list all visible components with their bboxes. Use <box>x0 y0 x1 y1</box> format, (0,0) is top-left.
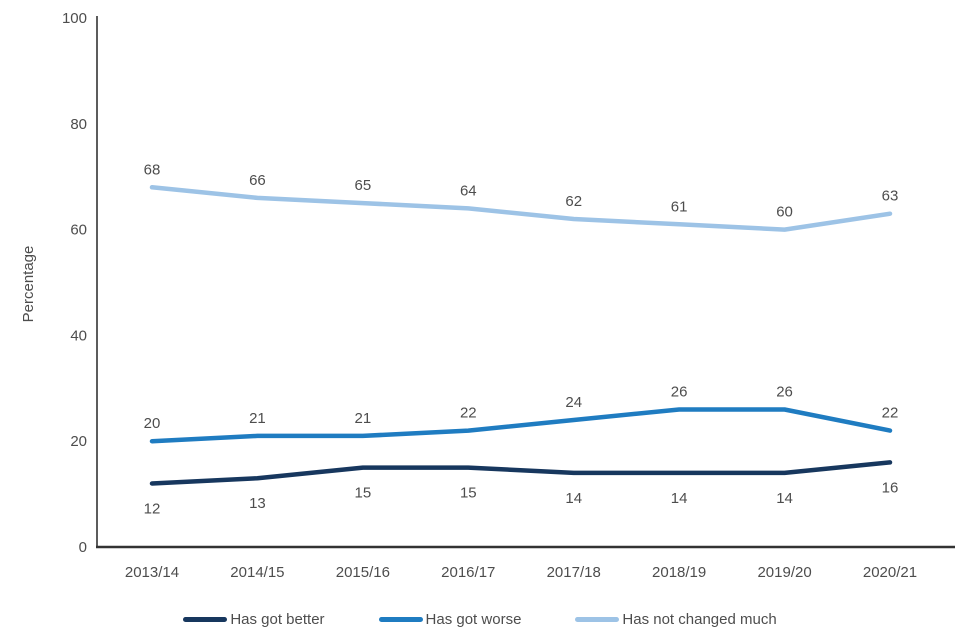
legend-item-has-not-changed-much: Has not changed much <box>575 611 777 628</box>
data-label: 13 <box>249 495 266 512</box>
data-label: 22 <box>882 405 899 422</box>
data-label: 26 <box>776 383 793 400</box>
data-label: 62 <box>565 193 582 210</box>
x-tick-label: 2015/16 <box>336 564 390 581</box>
legend-item-has-got-better: Has got better <box>183 611 325 628</box>
data-label: 14 <box>671 490 688 507</box>
data-label: 60 <box>776 204 793 221</box>
chart-plot-area: 0 20 40 60 80 100 Percentage 2013/14 2014/15 2015… <box>20 10 955 581</box>
data-label: 24 <box>565 394 582 411</box>
data-label: 64 <box>460 182 477 199</box>
data-label: 26 <box>671 383 688 400</box>
data-label: 14 <box>776 490 793 507</box>
y-tick-label: 0 <box>79 539 87 556</box>
data-label: 61 <box>671 198 688 215</box>
data-label: 22 <box>460 405 477 422</box>
legend-item-has-got-worse: Has got worse <box>378 611 522 628</box>
data-label: 20 <box>144 415 161 432</box>
data-label: 66 <box>249 172 266 189</box>
x-tick-label: 2018/19 <box>652 564 706 581</box>
chart-legend: Has got better Has got worse Has not cha… <box>0 612 960 627</box>
y-tick-label: 100 <box>62 10 87 27</box>
x-tick-label: 2013/14 <box>125 564 179 581</box>
series-line-has-not-changed-much <box>149 185 893 232</box>
x-tick-label: 2014/15 <box>230 564 284 581</box>
x-tick-label: 2017/18 <box>547 564 601 581</box>
x-tick-label: 2016/17 <box>441 564 495 581</box>
legend-label-has-got-worse: Has got worse <box>425 611 522 628</box>
data-label: 65 <box>355 177 372 194</box>
data-label: 15 <box>460 485 477 502</box>
x-tick-label: 2020/21 <box>863 564 917 581</box>
y-tick-label: 60 <box>70 222 87 239</box>
data-label: 21 <box>249 410 266 427</box>
y-tick-label: 40 <box>70 327 87 344</box>
series-line-has-got-worse <box>149 407 893 444</box>
y-tick-label: 80 <box>70 116 87 133</box>
data-label: 16 <box>882 479 899 496</box>
legend-line-swatch-has-got-worse <box>378 617 423 622</box>
legend-line-swatch-has-not-changed-much <box>575 617 620 622</box>
legend-line-swatch-has-got-better <box>183 617 228 622</box>
data-label: 63 <box>882 188 899 205</box>
y-axis-title: Percentage <box>20 246 37 323</box>
data-label: 12 <box>144 501 161 518</box>
y-tick-label: 20 <box>70 433 87 450</box>
legend-label-has-not-changed-much: Has not changed much <box>622 611 777 628</box>
data-label: 15 <box>355 485 372 502</box>
legend-label-has-got-better: Has got better <box>230 611 325 628</box>
data-label: 14 <box>565 490 582 507</box>
x-tick-label: 2019/20 <box>757 564 811 581</box>
data-label: 68 <box>144 161 161 178</box>
data-label: 21 <box>355 410 372 427</box>
series-line-has-got-better <box>149 460 893 486</box>
